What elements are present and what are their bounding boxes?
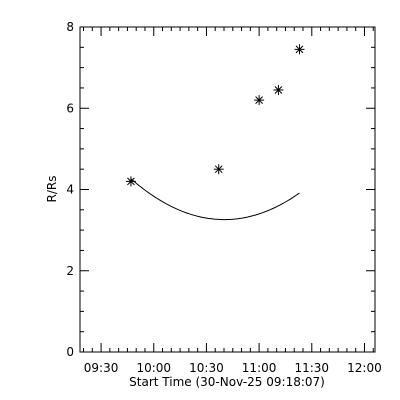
y-tick-label: 4 (66, 183, 74, 197)
fit-curve (130, 178, 300, 221)
data-point-marker (254, 95, 265, 106)
y-tick-label: 6 (66, 101, 74, 115)
data-point-marker (273, 84, 284, 95)
data-point-marker (213, 164, 224, 175)
marker-stroke (295, 45, 304, 54)
x-tick-label: 11:30 (294, 361, 329, 375)
x-tick-label: 10:00 (136, 361, 171, 375)
y-tick-label: 0 (66, 345, 74, 359)
plot-frame (79, 26, 376, 353)
y-axis-label: R/Rs (45, 176, 59, 203)
x-tick-label: 09:30 (84, 361, 119, 375)
x-tick-label: 12:00 (347, 361, 382, 375)
y-axis-tick-labels: 0 2 4 6 8 (66, 20, 74, 359)
y-tick-label: 8 (66, 20, 74, 34)
x-axis-ticks (83, 27, 374, 352)
y-axis-ticks (80, 26, 375, 353)
x-tick-label: 11:00 (242, 361, 277, 375)
marker-stroke (255, 96, 263, 104)
marker-stroke (127, 177, 135, 186)
data-point-marker (294, 44, 305, 55)
x-tick-label: 10:30 (189, 361, 224, 375)
y-tick-label: 2 (66, 264, 74, 278)
marker-stroke (274, 86, 283, 94)
data-point-marker (125, 176, 136, 187)
marker-stroke (214, 165, 223, 174)
x-axis-label: Start Time (30-Nov-25 09:18:07) (129, 375, 325, 389)
data-points (125, 44, 305, 187)
x-axis-tick-labels: 09:30 10:00 10:30 11:00 11:30 12:00 (84, 361, 382, 375)
